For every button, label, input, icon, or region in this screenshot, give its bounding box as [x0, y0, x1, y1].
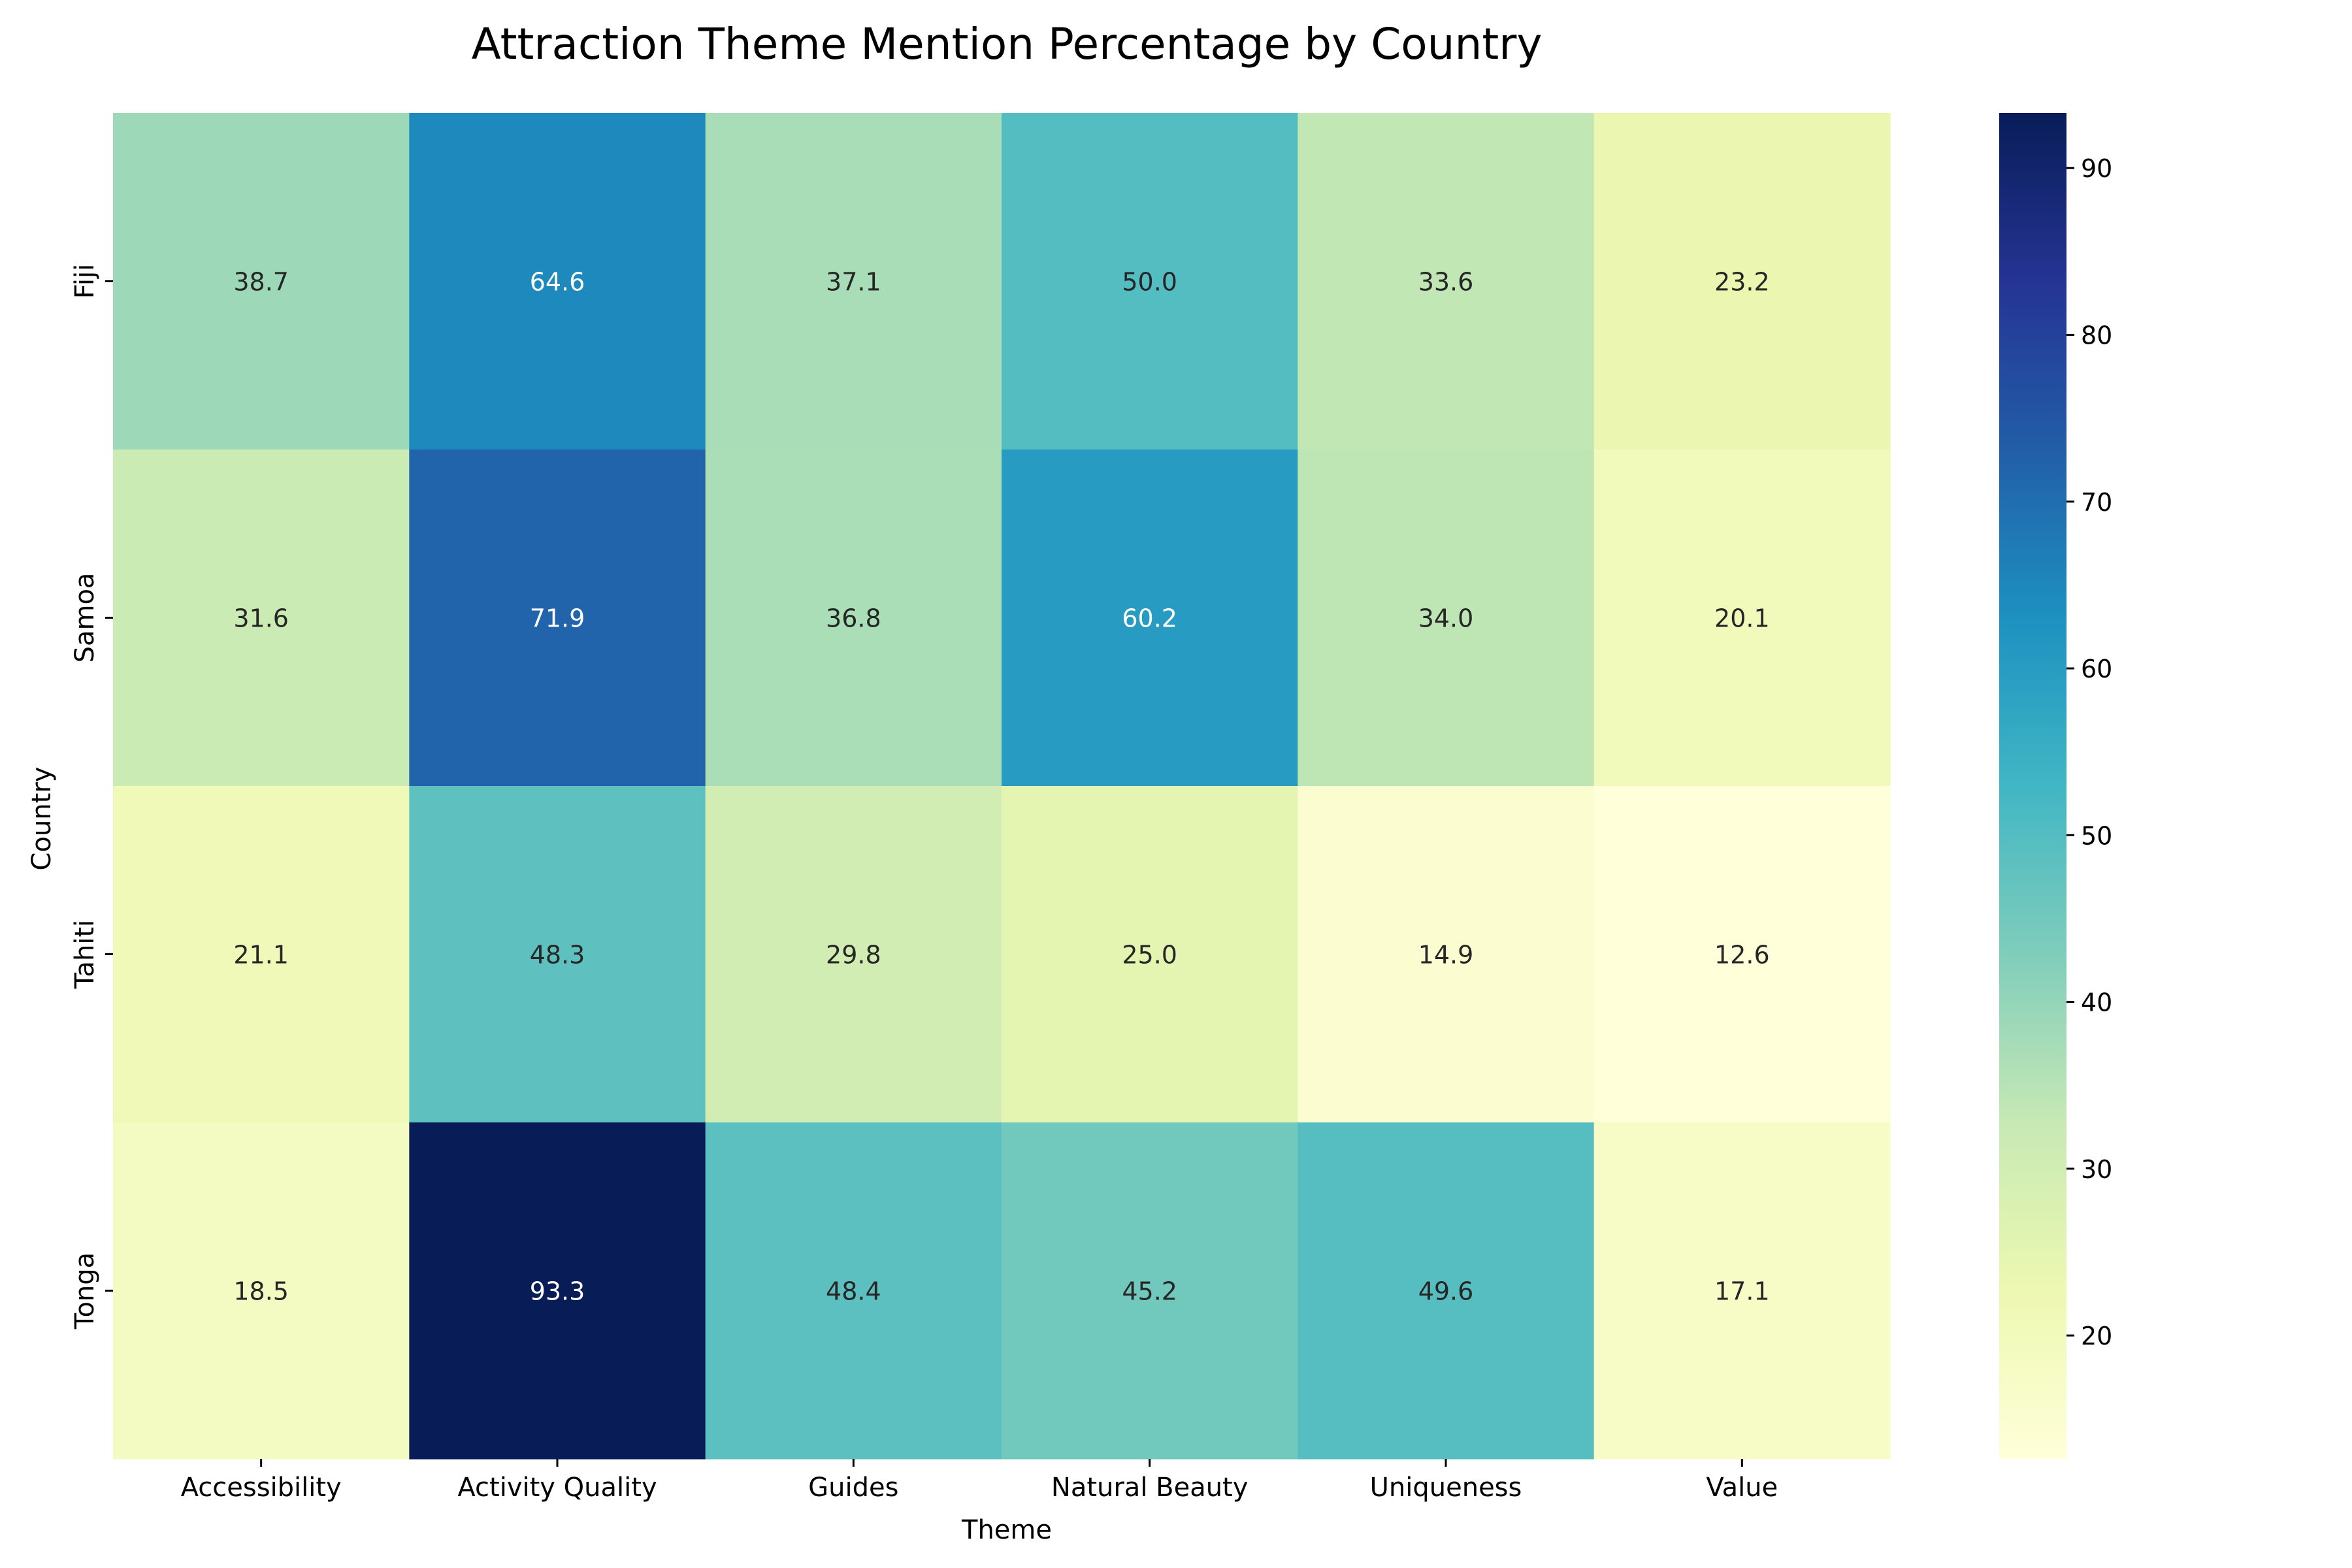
x-tick-label-activity-quality: Activity Quality: [457, 1473, 657, 1503]
heatmap-cell-tahiti-uniqueness: [1298, 786, 1595, 1123]
cell-value-label: 17.1: [1714, 1277, 1770, 1306]
colorbar-tick-label: 50: [2081, 821, 2112, 850]
cell-value-label: 48.3: [530, 941, 585, 970]
heatmap-cell-tonga-activity-quality: [409, 1122, 706, 1460]
cell-value-label: 71.9: [530, 604, 585, 633]
y-tick-label-fiji: Fiji: [70, 264, 100, 299]
heatmap-cell-samoa-value: [1593, 449, 1891, 787]
cell-value-label: 25.0: [1122, 941, 1177, 970]
y-tick-label-tahiti: Tahiti: [70, 920, 100, 990]
heatmap-cell-fiji-natural-beauty: [1002, 113, 1298, 450]
cell-value-label: 33.6: [1418, 268, 1474, 297]
heatmap-cell-fiji-uniqueness: [1298, 113, 1595, 450]
cell-value-label: 34.0: [1418, 604, 1474, 633]
cell-value-label: 48.4: [826, 1277, 881, 1306]
colorbar-gradient: [1999, 113, 2066, 1459]
cell-value-label: 60.2: [1122, 604, 1177, 633]
x-tick-label-accessibility: Accessibility: [181, 1473, 342, 1503]
x-tick-label-natural-beauty: Natural Beauty: [1051, 1473, 1249, 1503]
cell-value-label: 23.2: [1714, 268, 1770, 297]
colorbar-tick-label: 70: [2081, 488, 2112, 517]
heatmap-cell-fiji-value: [1593, 113, 1891, 450]
colorbar-tick-label: 20: [2081, 1322, 2112, 1350]
y-axis-label: Country: [27, 767, 57, 871]
heatmap-cell-samoa-activity-quality: [409, 449, 706, 787]
colorbar-tick-label: 90: [2081, 154, 2112, 183]
cell-value-label: 21.1: [233, 941, 289, 970]
x-axis: Accessibility Activity Quality Guides Natur…: [181, 1459, 1778, 1503]
heatmap-cell-samoa-accessibility: [113, 449, 410, 787]
cell-value-label: 45.2: [1122, 1277, 1177, 1306]
heatmap-cell-fiji-activity-quality: [409, 113, 706, 450]
heatmap-cell-samoa-guides: [705, 449, 1002, 787]
y-axis: Fiji Samoa Tahiti Tonga: [70, 264, 113, 1330]
heatmap-cell-tonga-accessibility: [113, 1122, 410, 1460]
colorbar-tick-label: 80: [2081, 321, 2112, 350]
chart-title: Attraction Theme Mention Percentage by C…: [472, 19, 1543, 69]
heatmap-cell-tonga-natural-beauty: [1002, 1122, 1298, 1460]
x-axis-label: Theme: [961, 1515, 1052, 1545]
cell-value-label: 31.6: [233, 604, 289, 633]
colorbar-tick-label: 30: [2081, 1155, 2112, 1184]
cell-value-label: 20.1: [1714, 604, 1770, 633]
cell-value-label: 38.7: [233, 268, 289, 297]
y-tick-label-tonga: Tonga: [70, 1252, 100, 1330]
heatmap-cell-tahiti-value: [1593, 786, 1891, 1123]
cell-value-label: 49.6: [1418, 1277, 1474, 1306]
heatmap-cell-fiji-accessibility: [113, 113, 410, 450]
cell-value-label: 36.8: [826, 604, 881, 633]
heatmap-cell-tonga-guides: [705, 1122, 1002, 1460]
colorbar-tick-label: 60: [2081, 655, 2112, 683]
cell-value-label: 50.0: [1122, 268, 1177, 297]
heatmap-cell-tahiti-guides: [705, 786, 1002, 1123]
y-tick-label-samoa: Samoa: [70, 573, 100, 663]
cell-value-label: 29.8: [826, 941, 881, 970]
heatmap-cell-samoa-natural-beauty: [1002, 449, 1298, 787]
cell-value-label: 12.6: [1714, 941, 1770, 970]
x-tick-label-value: Value: [1706, 1473, 1778, 1503]
heatmap-cells: [113, 113, 1891, 1460]
cell-value-label: 14.9: [1418, 941, 1474, 970]
heatmap-cell-tahiti-accessibility: [113, 786, 410, 1123]
heatmap-cell-fiji-guides: [705, 113, 1002, 450]
cell-value-label: 18.5: [233, 1277, 289, 1306]
heatmap-cell-labels: 38.7 64.6 37.1 50.0 33.6 23.2 31.6 71.9 36.8 60.2…: [233, 268, 1769, 1306]
colorbar: 20 30 40 50 60 70 80 90: [1999, 113, 2112, 1459]
heatmap-cell-tahiti-activity-quality: [409, 786, 706, 1123]
cell-value-label: 93.3: [530, 1277, 585, 1306]
heatmap-cell-samoa-uniqueness: [1298, 449, 1595, 787]
x-tick-label-guides: Guides: [808, 1473, 898, 1503]
heatmap-cell-tahiti-natural-beauty: [1002, 786, 1298, 1123]
heatmap-cell-tonga-uniqueness: [1298, 1122, 1595, 1460]
cell-value-label: 64.6: [530, 268, 585, 297]
x-tick-label-uniqueness: Uniqueness: [1370, 1473, 1522, 1503]
heatmap-cell-tonga-value: [1593, 1122, 1891, 1460]
colorbar-tick-label: 40: [2081, 988, 2112, 1017]
cell-value-label: 37.1: [826, 268, 881, 297]
